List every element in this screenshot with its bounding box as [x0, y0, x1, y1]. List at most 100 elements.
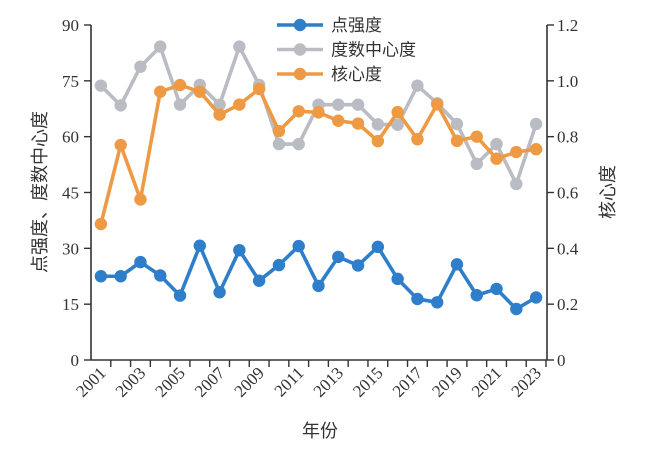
data-point [252, 274, 266, 287]
data-point [510, 145, 523, 159]
data-point [193, 85, 207, 98]
data-point [529, 291, 543, 304]
data-point [450, 258, 464, 271]
series-2 [94, 78, 543, 231]
x-tick-label: 2003 [112, 363, 149, 400]
legend-item: 点强度 [277, 16, 382, 36]
data-point [332, 250, 345, 264]
right-y-tick-label: 0.2 [557, 295, 578, 314]
data-point [351, 98, 365, 111]
legend-label: 度数中心度 [331, 41, 416, 61]
left-y-tick-label: 60 [62, 128, 79, 147]
data-point [391, 118, 404, 131]
legend-marker [293, 43, 307, 56]
data-point [450, 117, 464, 131]
data-point [391, 272, 404, 286]
data-point [272, 124, 286, 138]
data-point [490, 137, 503, 151]
data-point [529, 143, 543, 156]
right-y-tick-label: 1.0 [557, 72, 578, 91]
data-point [154, 269, 167, 282]
right-y-tick-label: 1.2 [557, 16, 578, 35]
series-layer [94, 40, 543, 316]
data-point [233, 243, 246, 257]
data-point [94, 217, 108, 231]
data-point [94, 79, 108, 92]
legend-label: 核心度 [331, 65, 382, 85]
right-y-axis-title: 核心度 [598, 165, 619, 219]
data-point [252, 82, 266, 96]
legend-item: 核心度 [277, 65, 382, 85]
x-ticks: 2001 2003 2005 2007 2009 2011 2013 2015 2017 2019… [72, 360, 547, 401]
data-point [134, 255, 147, 269]
x-tick-label: 2005 [151, 363, 188, 400]
data-point [292, 137, 305, 151]
right-y-ticks: 0 0.2 0.4 0.6 0.8 1.0 1.2 [547, 16, 579, 370]
data-point [134, 60, 147, 73]
data-point [233, 98, 246, 111]
x-tick-label: 2007 [191, 363, 229, 401]
right-y-tick-label: 0 [557, 351, 566, 370]
legend-marker [293, 18, 307, 32]
left-y-tick-label: 75 [62, 72, 79, 91]
left-y-tick-label: 90 [62, 16, 79, 35]
data-point [411, 132, 424, 146]
data-point [490, 152, 503, 165]
data-point [312, 279, 325, 293]
left-y-ticks: 0 15 30 45 60 75 90 [62, 16, 91, 370]
right-y-tick-label: 0.6 [557, 184, 578, 203]
right-y-tick-label: 0.8 [557, 128, 578, 147]
data-point [332, 114, 345, 127]
data-point [351, 259, 365, 272]
left-y-tick-label: 15 [62, 295, 79, 314]
data-point [173, 289, 187, 302]
data-point [213, 98, 226, 111]
x-tick-label: 2013 [310, 363, 347, 400]
series-1 [94, 40, 543, 191]
data-point [470, 130, 483, 143]
data-point [371, 240, 385, 254]
series-line [100, 243, 538, 311]
legend-marker [293, 67, 307, 81]
data-point [213, 108, 226, 121]
x-tick-label: 2015 [349, 363, 386, 400]
series-0 [94, 239, 543, 316]
data-point [332, 98, 345, 111]
data-point [94, 270, 108, 283]
data-point [490, 282, 503, 296]
data-point [154, 85, 167, 98]
data-point [292, 105, 305, 118]
x-tick-label: 2011 [271, 363, 308, 400]
data-point [411, 79, 424, 92]
data-point [430, 98, 444, 111]
data-point [213, 286, 226, 299]
data-point [134, 193, 147, 206]
left-y-axis-title: 点强度、度数中心度 [30, 111, 51, 273]
data-point [371, 134, 385, 148]
right-y-tick-label: 0.4 [557, 239, 579, 258]
left-y-tick-label: 30 [62, 239, 79, 258]
x-tick-label: 2019 [428, 363, 465, 400]
data-point [411, 292, 424, 306]
data-point [510, 177, 523, 191]
data-point [430, 296, 444, 309]
left-y-tick-label: 45 [62, 184, 79, 203]
data-point [510, 302, 523, 316]
data-point [173, 78, 187, 92]
data-point [154, 40, 167, 53]
data-point [470, 289, 483, 302]
data-point [114, 270, 127, 283]
data-point [391, 105, 404, 119]
data-point [450, 134, 464, 148]
x-tick-label: 2023 [507, 363, 544, 400]
data-point [272, 258, 286, 272]
x-tick-label: 2017 [389, 363, 427, 401]
x-tick-label: 2009 [231, 363, 268, 400]
data-point [292, 239, 305, 253]
data-point [233, 40, 246, 53]
x-axis-title: 年份 [302, 421, 338, 442]
data-point [529, 117, 543, 131]
data-point [193, 239, 207, 252]
